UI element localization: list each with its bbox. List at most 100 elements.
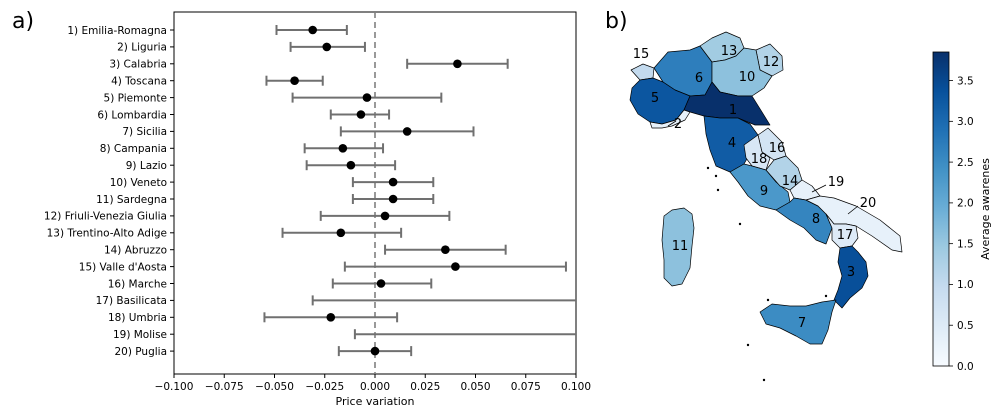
x-tick-label: 0.100 bbox=[561, 381, 591, 393]
point-estimate bbox=[376, 279, 386, 288]
region-label-7: 7 bbox=[798, 316, 806, 331]
point-estimate bbox=[346, 160, 356, 170]
leader-line-20 bbox=[847, 205, 859, 215]
region-15 bbox=[630, 63, 655, 81]
point-estimate bbox=[290, 76, 299, 85]
region-label-8: 8 bbox=[812, 212, 820, 227]
colorbar-tick-label: 0.0 bbox=[957, 361, 974, 373]
region-label-5: 5 bbox=[651, 91, 659, 106]
y-tick-label: 17) Basilicata bbox=[96, 295, 167, 307]
point-estimate bbox=[370, 346, 380, 356]
region-label-1: 1 bbox=[729, 103, 737, 118]
colorbar-tick-label: 3.0 bbox=[957, 116, 974, 128]
point-estimate bbox=[322, 42, 332, 52]
y-tick-label: 19) Molise bbox=[113, 329, 167, 341]
region-label-13: 13 bbox=[721, 44, 738, 59]
y-tick-label: 13) Trentino-Alto Adige bbox=[47, 228, 167, 240]
region-label-15: 15 bbox=[633, 47, 650, 62]
x-tick-label: 0.000 bbox=[360, 381, 390, 393]
point-estimate bbox=[362, 93, 372, 102]
point-estimate bbox=[336, 228, 346, 238]
y-tick-label: 6) Lombardia bbox=[97, 109, 167, 121]
colorbar-tick-label: 3.5 bbox=[957, 75, 974, 87]
y-tick-label: 9) Lazio bbox=[126, 160, 167, 172]
region-label-2: 2 bbox=[674, 117, 682, 132]
island bbox=[716, 188, 720, 192]
island bbox=[746, 343, 750, 347]
y-tick-label: 4) Toscana bbox=[111, 76, 167, 88]
y-tick-label: 10) Veneto bbox=[110, 177, 167, 189]
island bbox=[762, 378, 766, 382]
region-label-9: 9 bbox=[760, 184, 768, 199]
region-18 bbox=[743, 134, 771, 171]
region-1 bbox=[683, 81, 771, 126]
region-label-17: 17 bbox=[837, 228, 854, 243]
panel-b-label: b) bbox=[605, 9, 628, 34]
y-tick-label: 7) Sicilia bbox=[122, 126, 167, 138]
region-label-10: 10 bbox=[739, 70, 756, 85]
colorbar: 0.0 0.5 1.0 1.5 2.0 2.5 3.0 3.5 Average awarenes bbox=[932, 51, 992, 373]
island bbox=[714, 174, 718, 178]
y-tick-label: 3) Calabria bbox=[109, 59, 167, 71]
region-label-6: 6 bbox=[695, 71, 703, 86]
x-tick-label: 0.050 bbox=[460, 381, 490, 393]
point-estimate bbox=[441, 245, 450, 254]
region-label-16: 16 bbox=[769, 141, 786, 156]
region-3 bbox=[833, 245, 869, 309]
colorbar-gradient bbox=[932, 51, 950, 367]
forest-plot: −0.100 −0.075 −0.050 −0.025 0.000 0.025 0.050 0… bbox=[44, 11, 591, 408]
region-label-14: 14 bbox=[782, 174, 799, 189]
x-axis-label: Price variation bbox=[336, 395, 415, 408]
point-estimate bbox=[388, 177, 398, 187]
region-label-20: 20 bbox=[860, 196, 877, 211]
y-tick-label: 2) Liguria bbox=[117, 42, 167, 54]
region-label-12: 12 bbox=[763, 55, 780, 70]
region-7 bbox=[759, 299, 837, 345]
x-tick-label: −0.025 bbox=[305, 381, 344, 393]
y-tick-label: 12) Friuli-Venezia Giulia bbox=[44, 211, 167, 223]
point-estimate bbox=[388, 194, 398, 204]
x-tick-label: −0.050 bbox=[255, 381, 294, 393]
island bbox=[738, 222, 742, 226]
y-tick-label: 15) Valle d'Aosta bbox=[79, 261, 167, 273]
point-estimate bbox=[451, 262, 460, 271]
island bbox=[824, 294, 828, 298]
colorbar-tick-label: 1.5 bbox=[957, 238, 974, 250]
colorbar-tick-label: 2.0 bbox=[957, 198, 974, 210]
island bbox=[766, 298, 770, 302]
region-label-18: 18 bbox=[751, 152, 768, 167]
region-label-19: 19 bbox=[828, 175, 845, 190]
point-estimate bbox=[453, 59, 462, 69]
region-11 bbox=[661, 207, 695, 287]
colorbar-tick-label: 0.5 bbox=[957, 320, 974, 332]
x-tick-label: −0.100 bbox=[155, 381, 194, 393]
point-estimate bbox=[380, 211, 390, 221]
y-tick-label: 20) Puglia bbox=[114, 346, 167, 358]
region-17 bbox=[825, 213, 859, 249]
panel-a-label: a) bbox=[12, 9, 34, 34]
point-estimate bbox=[356, 110, 366, 119]
x-tick-label: −0.075 bbox=[205, 381, 244, 393]
region-label-4: 4 bbox=[728, 136, 736, 151]
y-tick-label: 18) Umbria bbox=[108, 312, 167, 324]
y-tick-label: 1) Emilia-Romagna bbox=[67, 25, 167, 37]
point-estimate bbox=[338, 144, 348, 153]
leader-line-2 bbox=[667, 120, 677, 127]
point-estimate bbox=[326, 313, 336, 322]
island bbox=[706, 166, 710, 170]
colorbar-tick-label: 1.0 bbox=[957, 279, 974, 291]
y-tick-label: 8) Campania bbox=[100, 143, 167, 155]
colorbar-tick-label: 2.5 bbox=[957, 157, 974, 169]
y-tick-label: 14) Abruzzo bbox=[104, 245, 167, 257]
x-tick-label: 0.025 bbox=[410, 381, 440, 393]
region-label-11: 11 bbox=[672, 239, 689, 254]
region-14 bbox=[765, 155, 803, 191]
point-estimate bbox=[402, 127, 412, 136]
colorbar-label: Average awarenes bbox=[979, 158, 992, 260]
leader-line-19 bbox=[811, 184, 827, 193]
y-tick-label: 5) Piemonte bbox=[104, 92, 167, 104]
y-tick-label: 16) Marche bbox=[108, 278, 167, 290]
point-estimate bbox=[308, 25, 317, 35]
